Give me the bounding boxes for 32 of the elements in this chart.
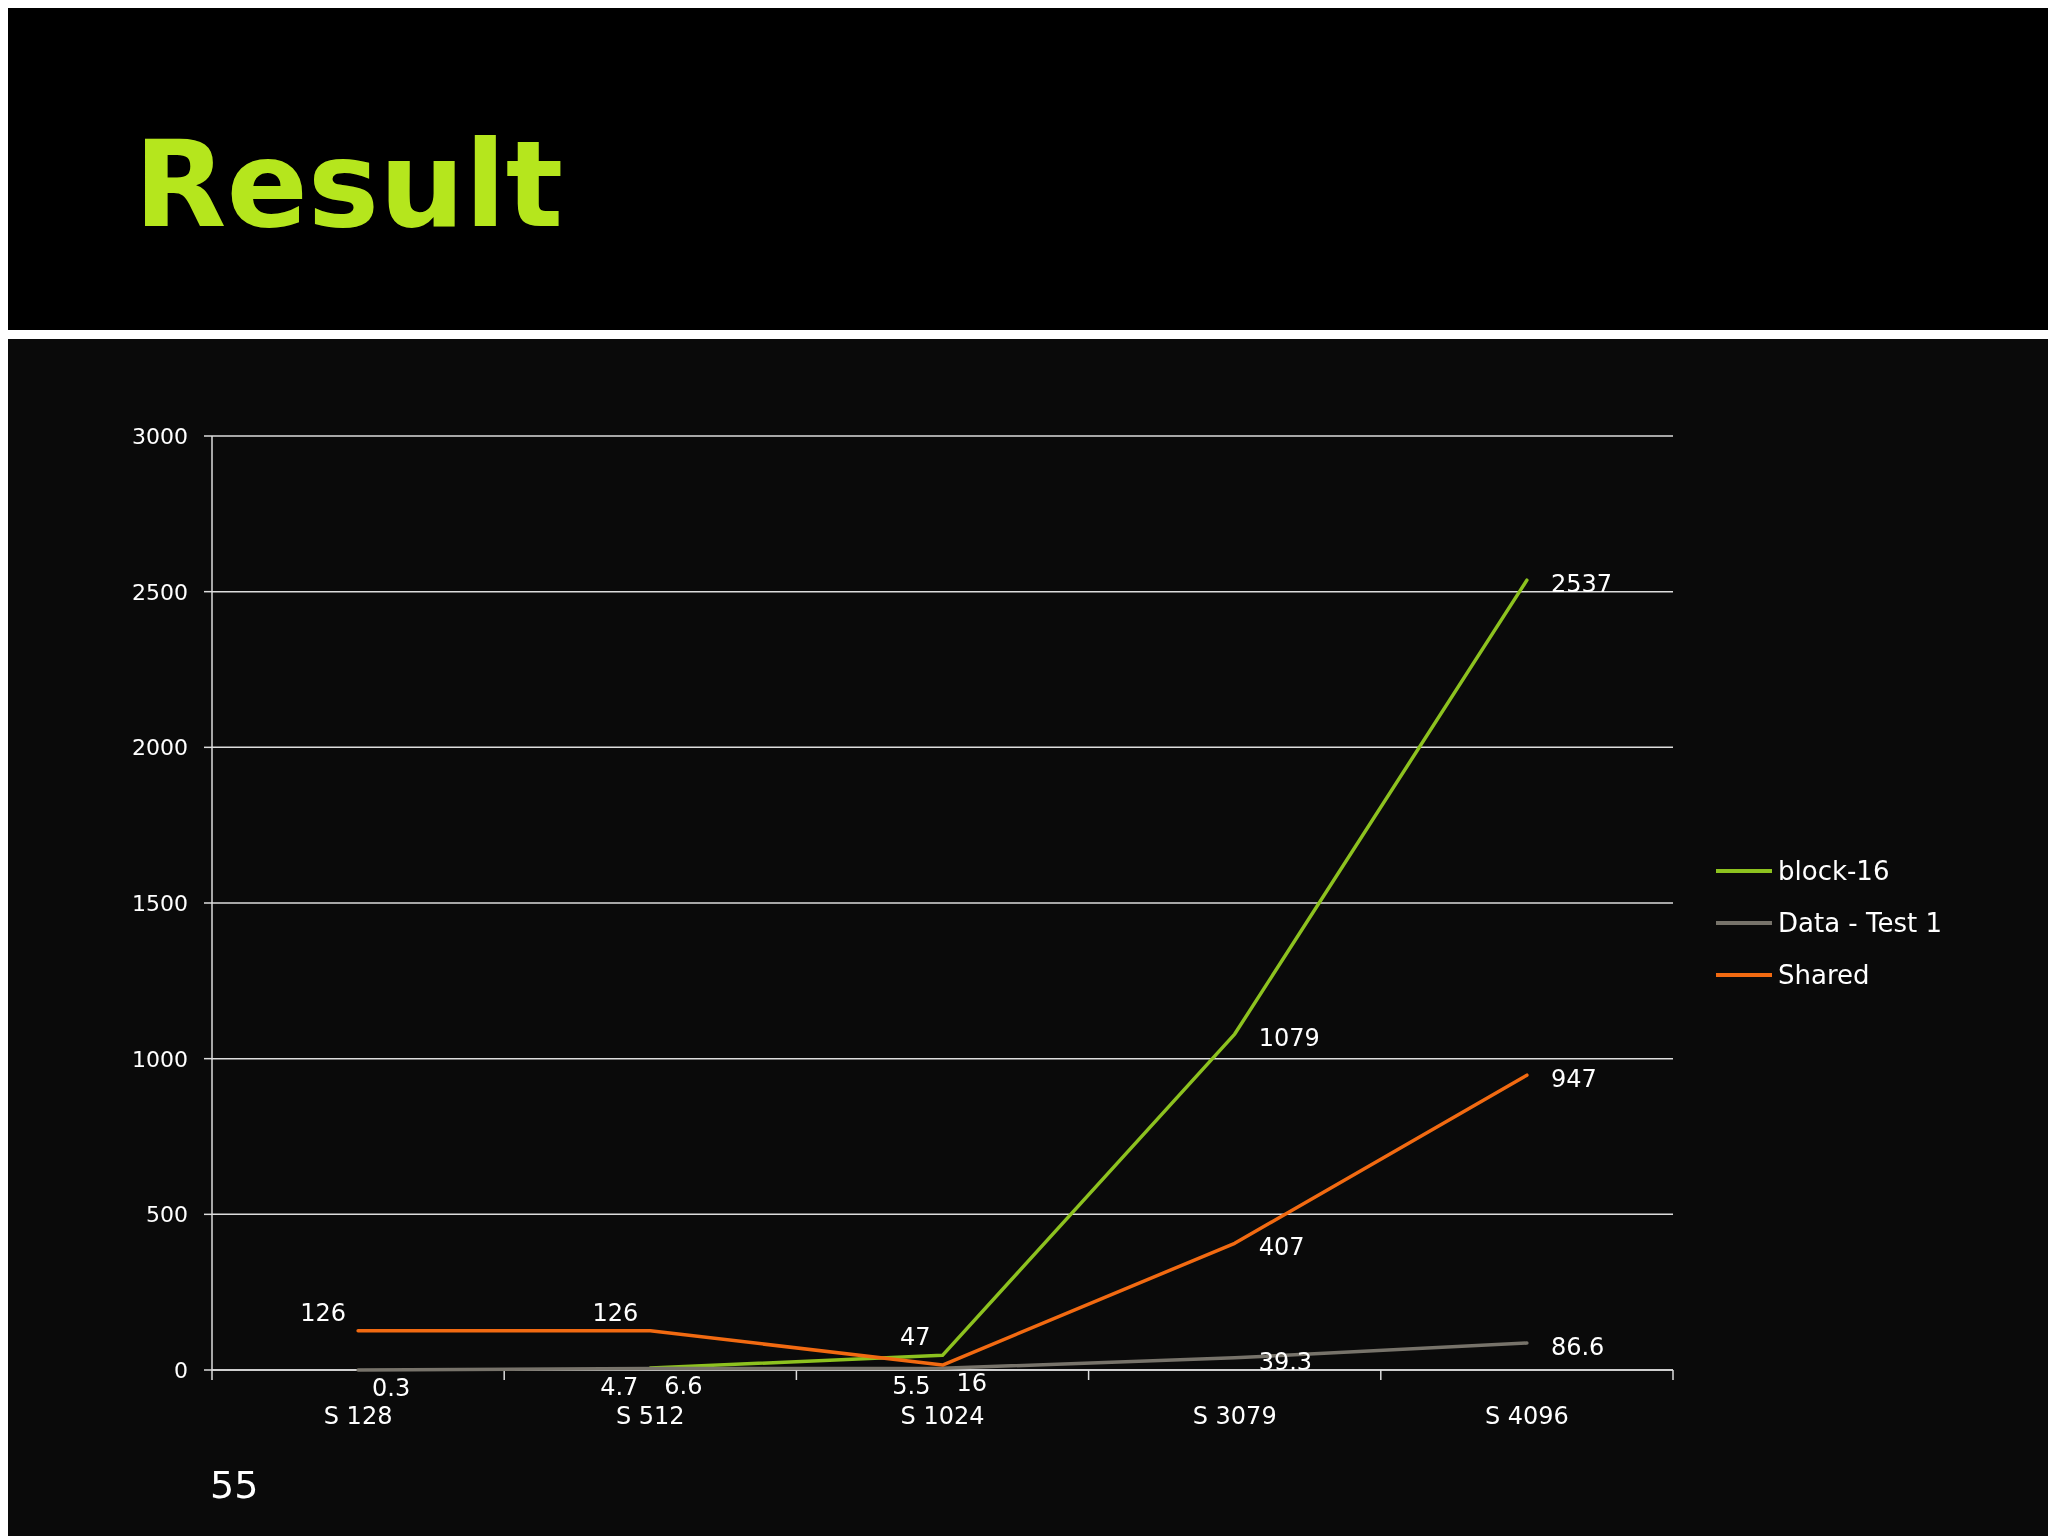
legend-label: Data - Test 1 [1778, 908, 1942, 938]
data-label: 0.3 [372, 1373, 411, 1402]
data-label: 6.6 [664, 1371, 703, 1400]
legend-label: Shared [1778, 960, 1870, 990]
x-tick-label: S 1024 [900, 1402, 985, 1430]
text: 55 [210, 1463, 259, 1507]
x-tick-label: S 3079 [1192, 1402, 1277, 1430]
y-tick-label: 2500 [132, 579, 188, 605]
legend-label: block-16 [1778, 856, 1890, 886]
data-label: 407 [1258, 1233, 1305, 1262]
data-label: 1079 [1258, 1024, 1320, 1053]
data-label: 4.7 [600, 1372, 639, 1401]
x-tick-label: S 512 [615, 1402, 685, 1430]
data-label: 47 [899, 1323, 931, 1352]
data-label: 2537 [1550, 570, 1612, 599]
x-tick-label: S 128 [323, 1402, 393, 1430]
line-series [648, 578, 1529, 1370]
y-tick-label: 1000 [132, 1046, 188, 1072]
y-tick-label: 500 [146, 1202, 188, 1228]
data-label: 86.6 [1550, 1333, 1605, 1362]
data-label: 126 [592, 1298, 639, 1327]
data-label: 16 [956, 1369, 988, 1398]
data-label: 947 [1550, 1065, 1597, 1094]
data-label: 126 [300, 1298, 347, 1327]
y-tick-label: 2000 [132, 735, 188, 761]
x-tick-label: S 4096 [1484, 1402, 1569, 1430]
y-tick-label: 1500 [132, 891, 188, 916]
data-label: 39.3 [1258, 1347, 1313, 1376]
chart-title: Result [134, 115, 564, 254]
y-tick-label: 0 [174, 1358, 188, 1383]
data-label: 5.5 [892, 1372, 931, 1401]
y-tick-label: 3000 [132, 424, 188, 449]
